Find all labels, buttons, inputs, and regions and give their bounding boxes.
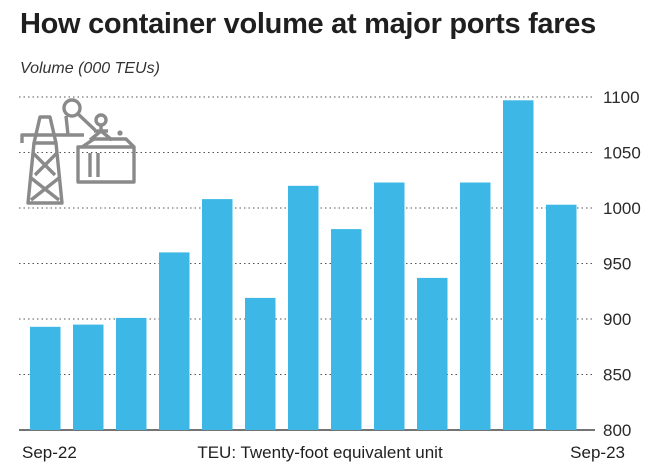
y-tick-label: 1050 bbox=[603, 144, 641, 163]
bar-jul-23 bbox=[460, 182, 491, 430]
x-axis-ticks: Sep-22 Sep-23 bbox=[22, 443, 625, 462]
bar-sep-22 bbox=[30, 326, 61, 430]
bar-mar-23 bbox=[288, 185, 319, 430]
bar-jan-23 bbox=[202, 199, 233, 430]
bar-nov-22 bbox=[116, 317, 147, 430]
x-tick-label: Sep-23 bbox=[570, 443, 625, 462]
bar-may-23 bbox=[374, 182, 405, 430]
container-crane-icon bbox=[20, 98, 136, 205]
bar-jun-23 bbox=[417, 277, 448, 430]
bar-oct-22 bbox=[73, 324, 104, 430]
bar-sep-23 bbox=[546, 204, 577, 430]
chart-title: How container volume at major ports fare… bbox=[20, 8, 596, 40]
y-axis-ticks: 800 850 900 950 1000 1050 1100 bbox=[603, 88, 641, 440]
y-tick-label: 1100 bbox=[603, 88, 640, 107]
bar-dec-22 bbox=[159, 252, 190, 430]
y-tick-label: 950 bbox=[603, 255, 631, 274]
y-axis-label: Volume (000 TEUs) bbox=[20, 60, 160, 77]
x-tick-label: Sep-22 bbox=[22, 443, 77, 462]
bar-aug-23 bbox=[503, 100, 534, 431]
y-tick-label: 900 bbox=[603, 310, 631, 329]
y-tick-label: 1000 bbox=[603, 199, 641, 218]
bars bbox=[30, 100, 577, 431]
bar-feb-23 bbox=[245, 297, 276, 430]
y-tick-label: 800 bbox=[603, 421, 631, 440]
y-tick-label: 850 bbox=[603, 366, 631, 385]
bar-apr-23 bbox=[331, 229, 362, 430]
